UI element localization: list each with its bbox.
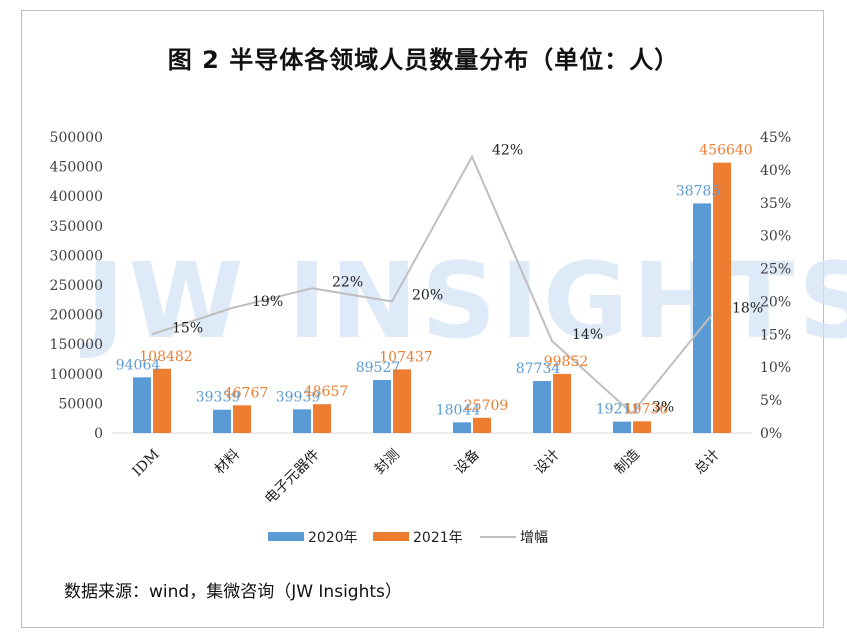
left-axis-tick-label: 150000 — [50, 337, 103, 353]
bar-2020 — [693, 203, 711, 433]
left-axis-tick-label: 400000 — [50, 189, 103, 205]
bar-2020 — [613, 421, 631, 433]
x-axis-category-label: 封测 — [372, 447, 403, 478]
data-label-growth: 19% — [252, 294, 283, 310]
right-axis-tick-label: 30% — [760, 229, 791, 245]
data-label-growth: 15% — [172, 320, 203, 336]
growth-line — [151, 154, 713, 415]
left-axis-tick-label: 200000 — [50, 308, 103, 324]
bar-2021 — [553, 373, 571, 433]
right-axis-tick-label: 20% — [760, 294, 791, 310]
data-label-2021: 99852 — [544, 354, 589, 370]
bar-2020 — [533, 381, 551, 433]
data-label-2021: 48657 — [304, 384, 349, 400]
legend-swatch — [268, 532, 304, 541]
data-label-2021: 456640 — [699, 143, 752, 159]
data-label-growth: 18% — [732, 301, 763, 317]
left-axis-tick-label: 100000 — [50, 367, 103, 383]
left-axis-tick-label: 50000 — [58, 396, 103, 412]
data-label-growth: 20% — [412, 287, 443, 303]
legend-label: 2020年 — [308, 530, 358, 546]
left-axis-tick-label: 450000 — [50, 160, 103, 176]
left-axis-tick-label: 500000 — [50, 130, 103, 146]
legend-label: 增幅 — [520, 530, 548, 546]
legend-swatch — [373, 532, 409, 541]
data-label-2020: 39339 — [196, 390, 241, 406]
left-axis-tick-label: 300000 — [50, 248, 103, 264]
data-label-2021: 107437 — [379, 349, 432, 365]
bar-2021 — [713, 162, 731, 433]
bar-2021 — [153, 368, 171, 433]
data-label-2020: 38785 — [676, 183, 721, 199]
bar-2021 — [313, 404, 331, 433]
data-label-2020: 19211 — [596, 402, 641, 418]
data-label-growth: 22% — [332, 274, 363, 290]
left-axis-tick-label: 250000 — [50, 278, 103, 294]
right-axis-tick-label: 25% — [760, 262, 791, 278]
right-axis-tick-label: 10% — [760, 360, 791, 376]
right-axis-tick-label: 40% — [760, 163, 791, 179]
data-label-2021: 25709 — [464, 398, 509, 414]
bar-2020 — [213, 409, 231, 433]
x-axis-category-label: 材料 — [212, 447, 243, 478]
right-axis-tick-label: 15% — [760, 327, 791, 343]
left-axis-tick-label: 350000 — [50, 219, 103, 235]
data-label-growth: 3% — [652, 399, 674, 415]
x-axis-category-label: 制造 — [612, 447, 643, 478]
left-axis-tick-label: 0 — [94, 426, 103, 442]
bar-2020 — [293, 409, 311, 433]
data-label-growth: 14% — [572, 327, 603, 343]
bar-2021 — [473, 417, 491, 433]
bar-2020 — [453, 422, 471, 433]
x-axis-category-label: 设计 — [532, 447, 563, 478]
right-axis-tick-label: 0% — [760, 426, 782, 442]
data-label-2020: 89527 — [356, 360, 401, 376]
bar-2021 — [633, 421, 651, 433]
data-label-2021: 19736 — [624, 401, 669, 417]
legend-label: 2021年 — [413, 530, 463, 546]
right-axis-tick-label: 35% — [760, 196, 791, 212]
x-axis-category-label: 设备 — [451, 446, 483, 478]
bar-2020 — [373, 380, 391, 433]
right-axis-tick-label: 45% — [760, 130, 791, 146]
data-label-growth: 42% — [492, 143, 523, 159]
data-label-2020: 18044 — [436, 402, 481, 418]
bar-2021 — [393, 369, 411, 433]
x-axis-category-label: 总计 — [692, 447, 723, 478]
bar-2020 — [133, 377, 151, 433]
chart-title: 图 2 半导体各领域人员数量分布（单位：人） — [167, 46, 680, 74]
data-label-2021: 108482 — [139, 349, 192, 365]
data-label-2021: 46767 — [224, 385, 269, 401]
data-label-2020: 94064 — [116, 357, 161, 373]
data-label-2020: 87734 — [516, 361, 561, 377]
x-axis-category-label: 电子元器件 — [262, 447, 323, 508]
right-axis-tick-label: 5% — [760, 393, 782, 409]
chart-frame — [21, 10, 824, 628]
source-note: 数据来源：wind，集微咨询（JW Insights） — [64, 582, 402, 602]
data-label-2020: 39939 — [276, 389, 321, 405]
bar-2021 — [233, 405, 251, 433]
x-axis-category-label: IDM — [130, 447, 163, 480]
